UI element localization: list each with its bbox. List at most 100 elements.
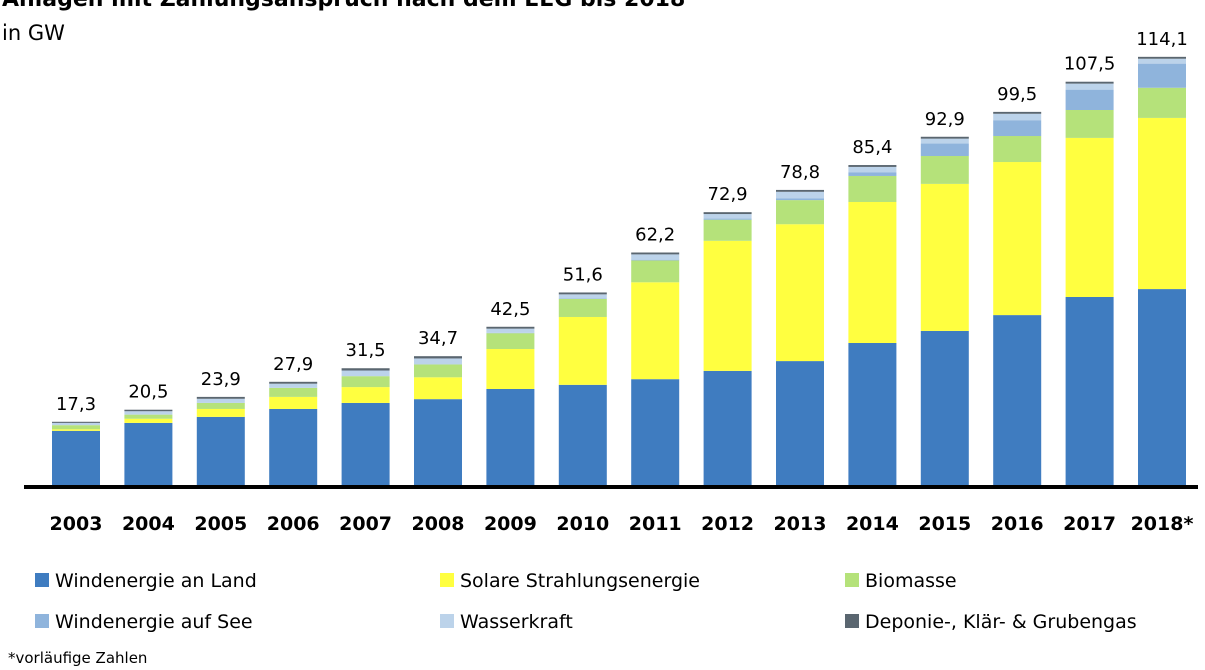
bar-segment (124, 422, 173, 487)
bar-segment (269, 387, 318, 397)
bar-segment (52, 425, 100, 430)
total-label: 99,5 (997, 84, 1037, 105)
bar-segment (558, 292, 607, 295)
bar-segment (341, 402, 390, 487)
x-tick-label: 2006 (267, 513, 320, 535)
bar-segment (776, 189, 824, 192)
bar-segment (486, 333, 535, 350)
bar-segment (848, 175, 897, 202)
bar-segment (486, 326, 535, 329)
x-tick-label: 2009 (484, 513, 537, 535)
total-label: 78,8 (780, 162, 820, 183)
x-tick-label: 2011 (629, 513, 682, 535)
bar-segment (124, 409, 173, 412)
x-tick-label: 2012 (701, 513, 754, 535)
bar-segment (631, 254, 680, 260)
bar-segment (1065, 89, 1114, 110)
bar-segment (993, 136, 1042, 163)
bar-segment (1065, 81, 1114, 84)
bar-segment (920, 183, 969, 331)
legend-swatch (440, 573, 454, 587)
x-tick-label: 2016 (991, 513, 1044, 535)
bar-segment (631, 379, 680, 487)
bar-segment (993, 120, 1042, 137)
bar-segment (776, 198, 824, 201)
x-tick-label: 2008 (412, 513, 465, 535)
bar-segment (341, 376, 390, 388)
total-label: 92,9 (925, 109, 965, 130)
bar-segment (848, 172, 897, 176)
bar-segment (341, 368, 390, 371)
bar-segment (414, 358, 462, 365)
bar-segment (558, 316, 607, 385)
legend-swatch (35, 614, 49, 628)
chart-title: Anlagen mit Zahlungsanspruch nach dem EE… (2, 0, 685, 12)
bar-segment (414, 399, 462, 487)
bar-segment (1138, 117, 1186, 290)
x-tick-label: 2007 (339, 513, 392, 535)
bar-segment (993, 111, 1042, 114)
bar-segment (558, 294, 607, 299)
bar-segment (196, 408, 245, 417)
bar-segment (414, 377, 462, 400)
bar-segment (52, 430, 100, 487)
x-tick-label: 2017 (1063, 513, 1116, 535)
total-label: 23,9 (201, 369, 241, 390)
bar-segment (414, 364, 462, 378)
bar-segment (631, 282, 680, 380)
bar-segment (920, 330, 969, 487)
legend-label: Wasserkraft (460, 611, 573, 633)
bar-segment (196, 416, 245, 487)
bar-segment (1138, 87, 1186, 118)
total-label: 85,4 (852, 137, 892, 158)
bar-segment (1065, 110, 1114, 138)
legend-swatch (440, 614, 454, 628)
total-label: 20,5 (128, 382, 168, 403)
total-label: 62,2 (635, 225, 675, 246)
legend-label: Biomasse (865, 570, 957, 592)
bar-segment (848, 201, 897, 343)
legend-label: Deponie-, Klär- & Grubengas (865, 611, 1137, 633)
bar-segment (703, 212, 752, 215)
total-label: 31,5 (346, 340, 386, 361)
bar-segment (269, 381, 318, 384)
bar-segment (703, 218, 752, 220)
total-label: 27,9 (273, 354, 313, 375)
legend-label: Solare Strahlungsenergie (460, 570, 700, 592)
bar-segment (414, 356, 462, 359)
bar-segment (124, 411, 173, 415)
x-tick-label: 2003 (50, 513, 103, 535)
total-label: 42,5 (490, 299, 530, 320)
x-tick-label: 2004 (122, 513, 175, 535)
bar-segment (1065, 296, 1114, 487)
bar-segment (703, 370, 752, 487)
total-label: 34,7 (418, 328, 458, 349)
bar-segment (703, 240, 752, 371)
bar-segment (52, 421, 100, 423)
bar-segment (631, 259, 680, 261)
bar-segment (196, 398, 245, 403)
bar-segment (920, 143, 969, 156)
bar-segment (776, 361, 824, 487)
bar-segment (848, 166, 897, 173)
bar-segment (631, 252, 680, 255)
bar-segment (920, 136, 969, 139)
bar-segment (1138, 289, 1186, 487)
x-tick-label: 2015 (918, 513, 971, 535)
legend-label: Windenergie an Land (55, 570, 257, 592)
total-label: 51,6 (563, 264, 603, 285)
bar-segment (124, 418, 173, 423)
x-tick-label: 2014 (846, 513, 899, 535)
legend-swatch (845, 573, 859, 587)
legend-label: Windenergie auf See (55, 611, 253, 633)
legend-swatch (35, 573, 49, 587)
bar-segment (776, 191, 824, 199)
bar-segment (486, 349, 535, 389)
bar-segment (1138, 63, 1186, 88)
bar-segment (52, 429, 100, 431)
bar-segment (993, 162, 1042, 316)
bar-segment (558, 384, 607, 487)
footnote: *vorläufige Zahlen (8, 649, 147, 667)
bar-segment (486, 328, 535, 333)
